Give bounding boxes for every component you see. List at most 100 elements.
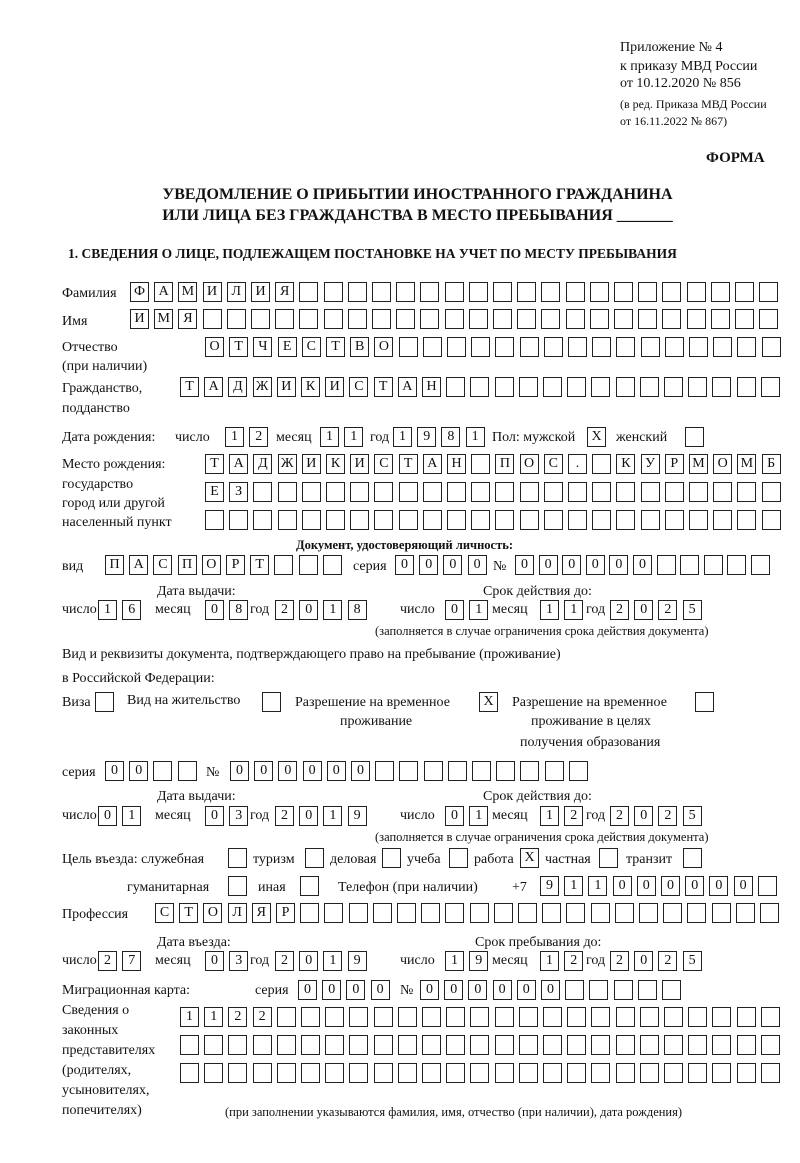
doc-issue-year-cell[interactable]: 8 <box>347 600 367 620</box>
temp-permit-checkbox-cell[interactable]: X <box>479 692 498 712</box>
patronymic-cell[interactable]: Е <box>277 337 297 357</box>
birthplace1-cell[interactable]: Т <box>205 454 224 474</box>
birthplace2-cell[interactable] <box>398 482 418 502</box>
rep2-cell[interactable] <box>494 1035 514 1055</box>
name-cell[interactable] <box>686 309 706 329</box>
birthplace2-cell[interactable] <box>592 482 612 502</box>
rep2-cell[interactable] <box>252 1035 272 1055</box>
birthplace1-cell[interactable]: А <box>422 454 442 474</box>
birthplace1-cell[interactable]: К <box>326 454 345 474</box>
birthplace1-cell[interactable]: И <box>301 454 321 474</box>
name-cell[interactable] <box>541 309 561 329</box>
stay-number-cell[interactable] <box>520 761 540 781</box>
rep3-cell[interactable] <box>470 1063 490 1083</box>
citizenship-cell[interactable]: Т <box>180 377 199 397</box>
birthplace3-cell[interactable] <box>277 510 297 530</box>
doc-valid-month-cell[interactable]: 1 <box>564 600 584 620</box>
stay-number-cell[interactable]: 0 <box>230 761 249 781</box>
stay-number-cell[interactable]: 0 <box>326 761 346 781</box>
birthplace3-cell[interactable] <box>664 510 684 530</box>
stay-number-cell[interactable] <box>544 761 564 781</box>
birth-day-cell[interactable]: 1 <box>225 427 244 447</box>
birthplace1-cell[interactable]: А <box>229 454 249 474</box>
stay-valid-day-cell[interactable]: 1 <box>469 806 489 826</box>
patronymic-cell[interactable]: О <box>205 337 224 357</box>
patronymic-cell[interactable] <box>737 337 757 357</box>
profession-cell[interactable] <box>760 903 779 923</box>
doc-number-cell[interactable] <box>727 555 747 575</box>
profession-cell[interactable] <box>493 903 513 923</box>
name-cell[interactable] <box>347 309 367 329</box>
citizenship-cell[interactable] <box>543 377 562 397</box>
name-cell[interactable] <box>614 309 633 329</box>
birthplace3-cell[interactable] <box>616 510 636 530</box>
rep3-cell[interactable] <box>325 1063 345 1083</box>
rep3-cell[interactable] <box>228 1063 248 1083</box>
surname-cell[interactable]: А <box>154 282 174 302</box>
citizenship-cell[interactable]: Н <box>422 377 441 397</box>
doc-kind-cell[interactable] <box>298 555 318 575</box>
birthplace2-cell[interactable] <box>519 482 539 502</box>
entry-day-cell[interactable]: 2 <box>98 951 117 971</box>
birthplace1-cell[interactable]: Р <box>664 454 684 474</box>
birthplace2-cell[interactable]: Е <box>205 482 224 502</box>
doc-valid-year-cell[interactable]: 2 <box>610 600 629 620</box>
stay-valid-day-cell[interactable]: 0 <box>445 806 464 826</box>
rep3-cell[interactable] <box>349 1063 369 1083</box>
profession-cell[interactable] <box>590 903 610 923</box>
birthplace2-cell[interactable] <box>326 482 345 502</box>
birthplace2-cell[interactable] <box>761 482 781 502</box>
surname-cell[interactable] <box>541 282 561 302</box>
rep2-cell[interactable] <box>228 1035 248 1055</box>
rep1-cell[interactable] <box>664 1007 683 1027</box>
name-cell[interactable] <box>517 309 537 329</box>
rep2-cell[interactable] <box>204 1035 224 1055</box>
rep3-cell[interactable] <box>518 1063 538 1083</box>
doc-issue-year-cell[interactable]: 2 <box>275 600 294 620</box>
birthplace3-cell[interactable] <box>205 510 224 530</box>
surname-cell[interactable] <box>372 282 391 302</box>
profession-cell[interactable] <box>711 903 731 923</box>
surname-cell[interactable] <box>614 282 633 302</box>
rep2-cell[interactable] <box>567 1035 587 1055</box>
profession-cell[interactable]: О <box>203 903 223 923</box>
purpose-other-cell[interactable] <box>300 876 319 896</box>
birthplace1-cell[interactable] <box>471 454 491 474</box>
surname-cell[interactable] <box>299 282 319 302</box>
rep2-cell[interactable] <box>373 1035 393 1055</box>
patronymic-cell[interactable] <box>471 337 491 357</box>
stay-number-cell[interactable] <box>496 761 516 781</box>
phone-cell[interactable] <box>757 876 777 896</box>
patronymic-cell[interactable] <box>447 337 466 357</box>
residence-checkbox-cell[interactable] <box>262 692 281 712</box>
doc-kind-cell[interactable] <box>322 555 342 575</box>
citizenship-cell[interactable]: К <box>301 377 320 397</box>
birthplace2-cell[interactable] <box>447 482 466 502</box>
rep2-cell[interactable] <box>301 1035 320 1055</box>
doc-issue-day-cell[interactable]: 1 <box>98 600 117 620</box>
birthplace3-cell[interactable] <box>447 510 466 530</box>
name-cell[interactable]: Я <box>178 309 198 329</box>
rep2-cell[interactable] <box>422 1035 441 1055</box>
surname-cell[interactable] <box>323 282 343 302</box>
patronymic-cell[interactable] <box>640 337 660 357</box>
entry-month-cell[interactable]: 0 <box>205 951 224 971</box>
profession-cell[interactable]: Т <box>179 903 199 923</box>
doc-series-cell[interactable]: 0 <box>419 555 439 575</box>
phone-cell[interactable]: 1 <box>588 876 608 896</box>
profession-cell[interactable]: Я <box>251 903 271 923</box>
stay-number-cell[interactable] <box>423 761 443 781</box>
purpose-humanitarian-cell[interactable] <box>228 876 247 896</box>
mig-number-cell[interactable]: 0 <box>420 980 439 1000</box>
purpose-study-cell[interactable] <box>449 848 468 868</box>
profession-cell[interactable]: Р <box>276 903 295 923</box>
profession-cell[interactable] <box>469 903 489 923</box>
rep2-cell[interactable] <box>615 1035 635 1055</box>
mig-number-cell[interactable] <box>662 980 681 1000</box>
profession-cell[interactable] <box>735 903 755 923</box>
entry-year-cell[interactable]: 2 <box>275 951 294 971</box>
birth-year-cell[interactable]: 9 <box>417 427 437 447</box>
surname-cell[interactable]: Л <box>226 282 246 302</box>
birth-day-cell[interactable]: 2 <box>249 427 269 447</box>
stay-series-cell[interactable]: 0 <box>105 761 124 781</box>
